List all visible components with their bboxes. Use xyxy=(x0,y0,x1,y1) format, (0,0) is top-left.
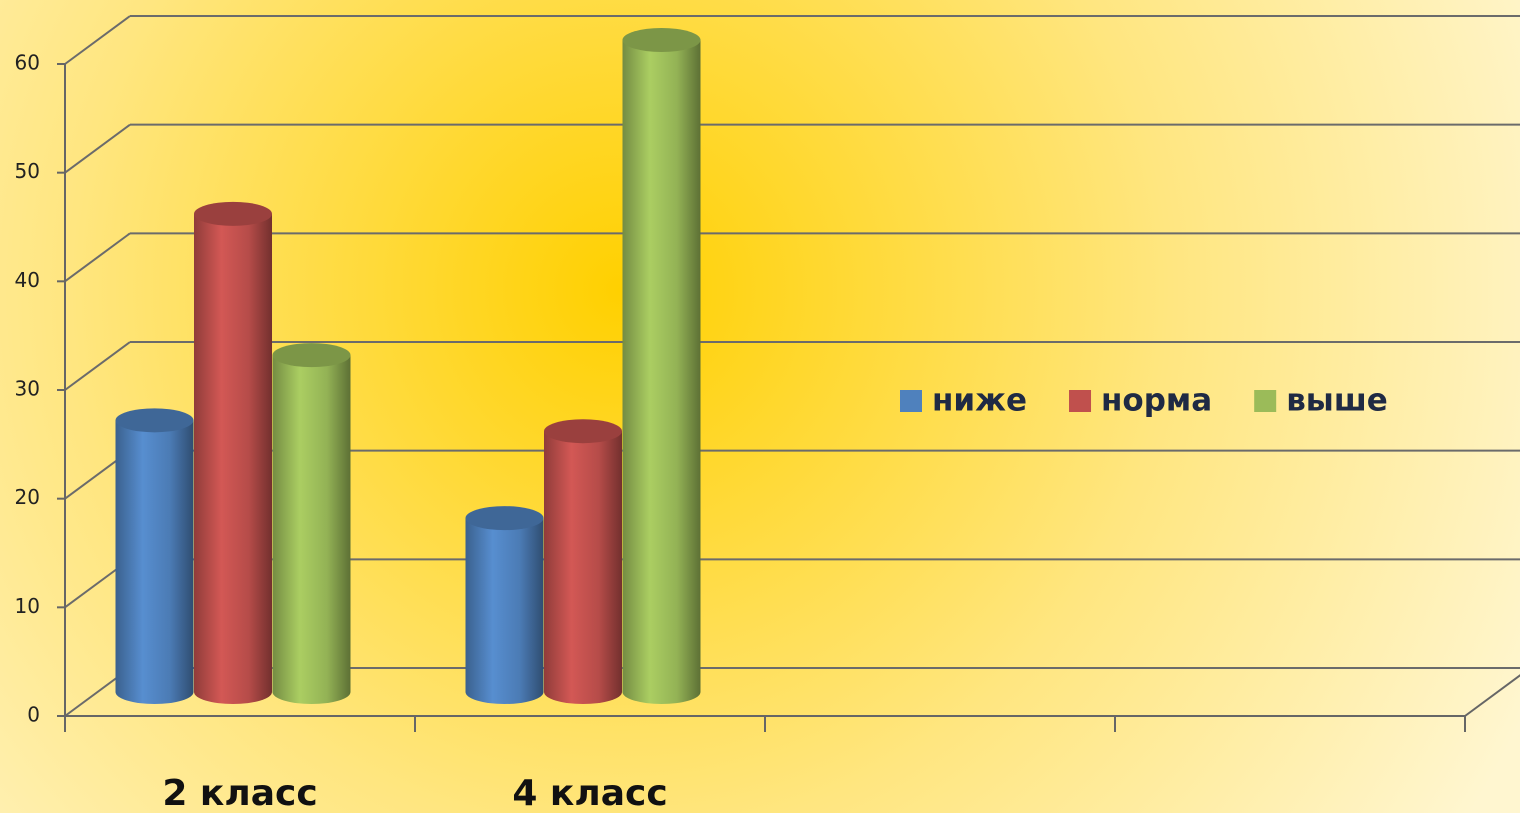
y-tick-label: 0 xyxy=(27,703,40,727)
cylinder xyxy=(194,213,272,704)
legend-swatch xyxy=(900,390,922,412)
grid-line xyxy=(64,123,131,174)
cylinder-top xyxy=(544,419,622,444)
cylinder xyxy=(115,420,194,704)
grid-line xyxy=(64,341,131,391)
plot: 0 10 20 30 40 50 60 2 класс 4 класс ниже норма выше xyxy=(15,15,1520,813)
cylinder xyxy=(544,431,622,704)
x-tick-label: 4 класс xyxy=(512,773,667,813)
y-tick-label: 10 xyxy=(15,594,40,618)
legend-label: норма xyxy=(1101,383,1212,419)
y-tick-label: 60 xyxy=(15,51,40,75)
legend-swatch xyxy=(1069,390,1092,412)
y-tick-label: 30 xyxy=(15,377,40,401)
legend-swatch xyxy=(1254,390,1277,412)
cylinder xyxy=(465,518,544,704)
grid-line xyxy=(64,232,131,283)
legend-label: ниже xyxy=(932,383,1027,419)
cylinder xyxy=(622,40,701,704)
floor-edge xyxy=(1464,674,1520,717)
cylinder-top xyxy=(272,343,351,368)
y-tick-label: 50 xyxy=(15,159,40,183)
cylinder-top xyxy=(115,408,194,433)
cylinder-top xyxy=(194,201,272,226)
legend-label: выше xyxy=(1286,383,1388,419)
y-tick-label: 40 xyxy=(15,268,40,292)
y-tick-label: 20 xyxy=(15,485,40,509)
cylinder xyxy=(272,355,351,704)
cylinder-top xyxy=(465,506,544,531)
grid-line xyxy=(64,15,131,65)
cylinder-top xyxy=(622,28,701,52)
x-tick-label: 2 класс xyxy=(162,773,317,813)
